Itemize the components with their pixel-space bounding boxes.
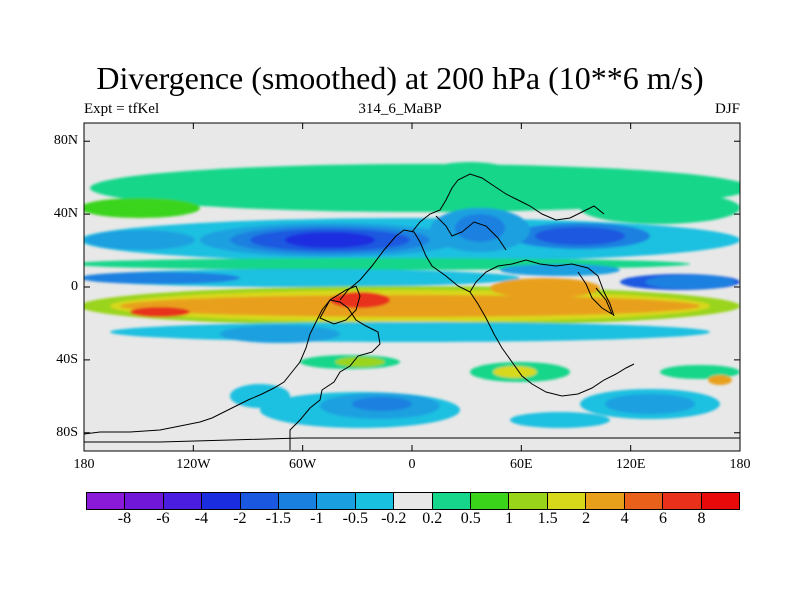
field-contour-conv-sky <box>500 264 620 276</box>
colorbar-label: -8 <box>117 510 132 527</box>
field-contour-div-green <box>84 198 200 218</box>
field-contour-weak-div-teal <box>90 164 740 212</box>
x-tick-label: 120E <box>615 457 646 472</box>
coastline-antarctica-edge <box>84 437 740 443</box>
colorbar-swatch <box>202 493 241 509</box>
colorbar-label: 0.2 <box>422 510 443 527</box>
colorbar-swatch <box>394 493 433 509</box>
colorbar-label: -0.5 <box>342 510 368 527</box>
coastline-eurasia <box>469 291 635 397</box>
colorbar-label: 2 <box>582 510 591 527</box>
field-contour-conv-sky <box>605 394 695 414</box>
y-tick-label: 40S <box>56 351 78 367</box>
run-id-label: 314_6_MaBP <box>358 101 442 117</box>
colorbar-swatch <box>317 493 356 509</box>
x-tick-label: 180 <box>73 457 95 472</box>
field-contour-conv-blue <box>84 272 240 284</box>
colorbar-swatch <box>432 493 472 509</box>
colorbar-swatch <box>586 493 625 509</box>
y-tick-label: 80S <box>56 424 78 440</box>
axis-ticks <box>83 123 741 451</box>
colorbar-label: 6 <box>659 510 668 527</box>
x-tick-label: 60E <box>510 457 533 472</box>
field-contour-conv-sky <box>220 325 340 343</box>
colorbar-label: -1 <box>310 510 324 527</box>
field-contour-div-lime <box>335 357 385 367</box>
field-contour-conv-blue <box>645 275 735 289</box>
x-tick-label: 60W <box>289 457 317 472</box>
colorbar <box>86 492 740 510</box>
field-contour-conv-sky <box>85 230 195 250</box>
colorbar-label: -6 <box>156 510 170 527</box>
colorbar-swatch <box>125 493 164 509</box>
coastline-arabia <box>435 215 507 251</box>
x-tick-label: 0 <box>408 457 416 472</box>
field-contour-weak-div-teal <box>430 162 510 182</box>
y-tick-label: 40N <box>53 206 78 222</box>
colorbar-label: -1.5 <box>265 510 292 527</box>
field-contour-div-orange <box>490 278 600 298</box>
colorbar-swatch <box>355 493 395 509</box>
field-contour-weak-conv-cyan <box>110 322 710 342</box>
colorbar-swatch <box>663 493 702 509</box>
colorbar-label: -2 <box>233 510 247 527</box>
chart-title: Divergence (smoothed) at 200 hPa (10**6 … <box>96 60 704 96</box>
colorbar-label: 1 <box>505 510 514 527</box>
colorbar-swatch <box>87 493 126 509</box>
coastlines <box>84 173 740 450</box>
colorbar-swatch <box>163 493 203 509</box>
coastline-africa <box>411 173 605 233</box>
y-tick-label: 80N <box>53 133 78 149</box>
colorbar-swatch <box>279 493 318 509</box>
colorbar-label: 1.5 <box>537 510 558 527</box>
season-label: DJF <box>714 101 740 117</box>
field-contour-strong-conv <box>285 232 375 248</box>
field-contour-div-yellow <box>493 366 537 378</box>
x-tick-label: 180 <box>729 457 751 472</box>
field-contour-div-orange <box>120 295 700 317</box>
colorbar-label: 4 <box>620 510 629 527</box>
colorbar-label: 0.5 <box>460 510 481 527</box>
colorbar-swatch <box>240 493 280 509</box>
field-contour-div-orange <box>708 375 732 385</box>
experiment-label: Expt = tfKel <box>84 101 160 117</box>
field-contour-conv-dark <box>535 227 625 245</box>
field-contour-weak-div-teal <box>580 192 740 224</box>
coastline-north-america <box>84 299 381 450</box>
field-contour-conv-blue <box>352 397 412 411</box>
field-contour-strong-div-red <box>330 292 390 308</box>
colorbar-swatch <box>624 493 664 509</box>
colorbar-swatch <box>701 493 739 509</box>
colorbar-swatch <box>471 493 510 509</box>
y-tick-label: 0 <box>71 279 78 294</box>
colorbar-label: -0.2 <box>381 510 407 527</box>
coastline-australia <box>577 271 614 316</box>
colorbar-swatch <box>547 493 587 509</box>
divergence-field <box>84 162 740 428</box>
colorbar-label: 8 <box>697 510 706 527</box>
colorbar-label: -4 <box>194 510 209 527</box>
coastline-greenland <box>319 285 361 325</box>
field-contour-strong-div-red <box>130 307 190 317</box>
x-tick-label: 120W <box>176 457 211 472</box>
field-contour-weak-conv-cyan <box>510 412 610 428</box>
field-contour-conv-blue <box>455 214 505 242</box>
colorbar-swatch <box>509 493 548 509</box>
